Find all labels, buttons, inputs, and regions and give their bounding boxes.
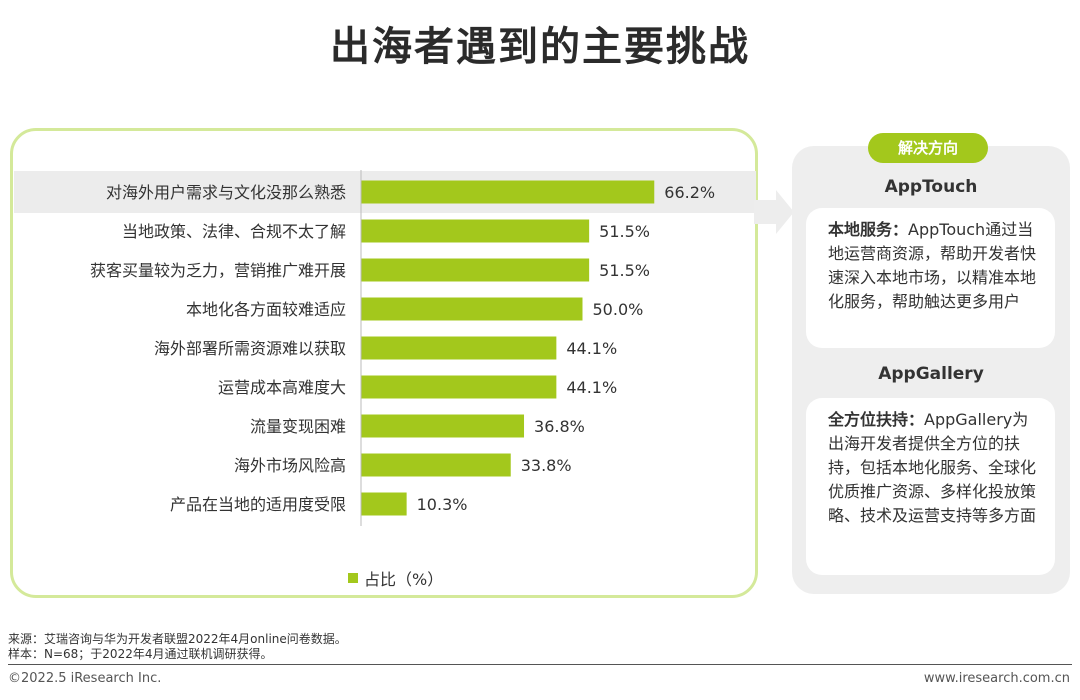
value-label-9: 10.3% — [417, 495, 468, 514]
value-label-5: 44.1% — [566, 339, 617, 358]
apptouch-body: AppTouch通过当地运营商资源，帮助开发者快速深入本地市场，以精准本地化服务… — [828, 220, 1037, 311]
bar-1 — [361, 180, 655, 204]
bar-9 — [361, 492, 407, 516]
appgallery-body: AppGallery为出海开发者提供全方位的扶持，包括本地化服务、全球化优质推广… — [828, 410, 1037, 525]
legend-label: 占比（%） — [364, 570, 444, 589]
value-label-4: 50.0% — [593, 300, 644, 319]
value-label-2: 51.5% — [599, 222, 650, 241]
legend-swatch — [348, 573, 358, 583]
page-title: 出海者遇到的主要挑战 — [330, 24, 750, 70]
bar-6 — [361, 375, 557, 399]
category-label-3: 获客买量较为乏力，营销推广难开展 — [90, 261, 346, 280]
apptouch-lead: 本地服务： — [828, 220, 909, 239]
solutions-pill: 解决方向 — [868, 133, 988, 163]
bar-4 — [361, 297, 583, 321]
category-label-6: 运营成本高难度大 — [218, 378, 346, 397]
bar-5 — [361, 336, 557, 360]
category-label-1: 对海外用户需求与文化没那么熟悉 — [106, 183, 346, 202]
bar-chart: 对海外用户需求与文化没那么熟悉 66.2% 当地政策、法律、合规不太了解 51.5% 获… — [14, 170, 756, 526]
apptouch-card: 本地服务：AppTouch通过当地运营商资源，帮助开发者快速深入本地市场，以精准… — [806, 208, 1055, 348]
value-label-7: 36.8% — [534, 417, 585, 436]
category-label-5: 海外部署所需资源难以获取 — [154, 339, 346, 358]
footer-divider — [8, 664, 1072, 665]
category-label-9: 产品在当地的适用度受限 — [170, 495, 346, 514]
arrow-connector-icon — [754, 190, 794, 234]
value-label-3: 51.5% — [599, 261, 650, 280]
value-label-6: 44.1% — [566, 378, 617, 397]
sample-note: 样本：N=68；于2022年4月通过联机调研获得。 — [8, 647, 273, 661]
bar-8 — [361, 453, 511, 477]
source-note: 来源：艾瑞咨询与华为开发者联盟2022年4月online问卷数据。 — [8, 632, 347, 646]
appgallery-card: 全方位扶持：AppGallery为出海开发者提供全方位的扶持，包括本地化服务、全… — [806, 398, 1055, 575]
category-label-4: 本地化各方面较难适应 — [186, 300, 346, 319]
category-label-2: 当地政策、法律、合规不太了解 — [122, 222, 346, 241]
value-label-1: 66.2% — [664, 183, 715, 202]
bar-7 — [361, 414, 525, 438]
legend: 占比（%） — [348, 566, 443, 590]
footer-copyright: ©2022.5 iResearch Inc. — [8, 671, 162, 686]
footer-website: www.iresearch.com.cn — [923, 671, 1070, 686]
category-label-8: 海外市场风险高 — [234, 456, 346, 475]
category-label-7: 流量变现困难 — [250, 417, 346, 436]
appgallery-lead: 全方位扶持： — [828, 410, 925, 429]
value-label-8: 33.8% — [521, 456, 572, 475]
apptouch-title: AppTouch — [884, 177, 978, 197]
bar-3 — [361, 258, 590, 282]
bar-2 — [361, 219, 590, 243]
appgallery-title: AppGallery — [878, 364, 984, 384]
